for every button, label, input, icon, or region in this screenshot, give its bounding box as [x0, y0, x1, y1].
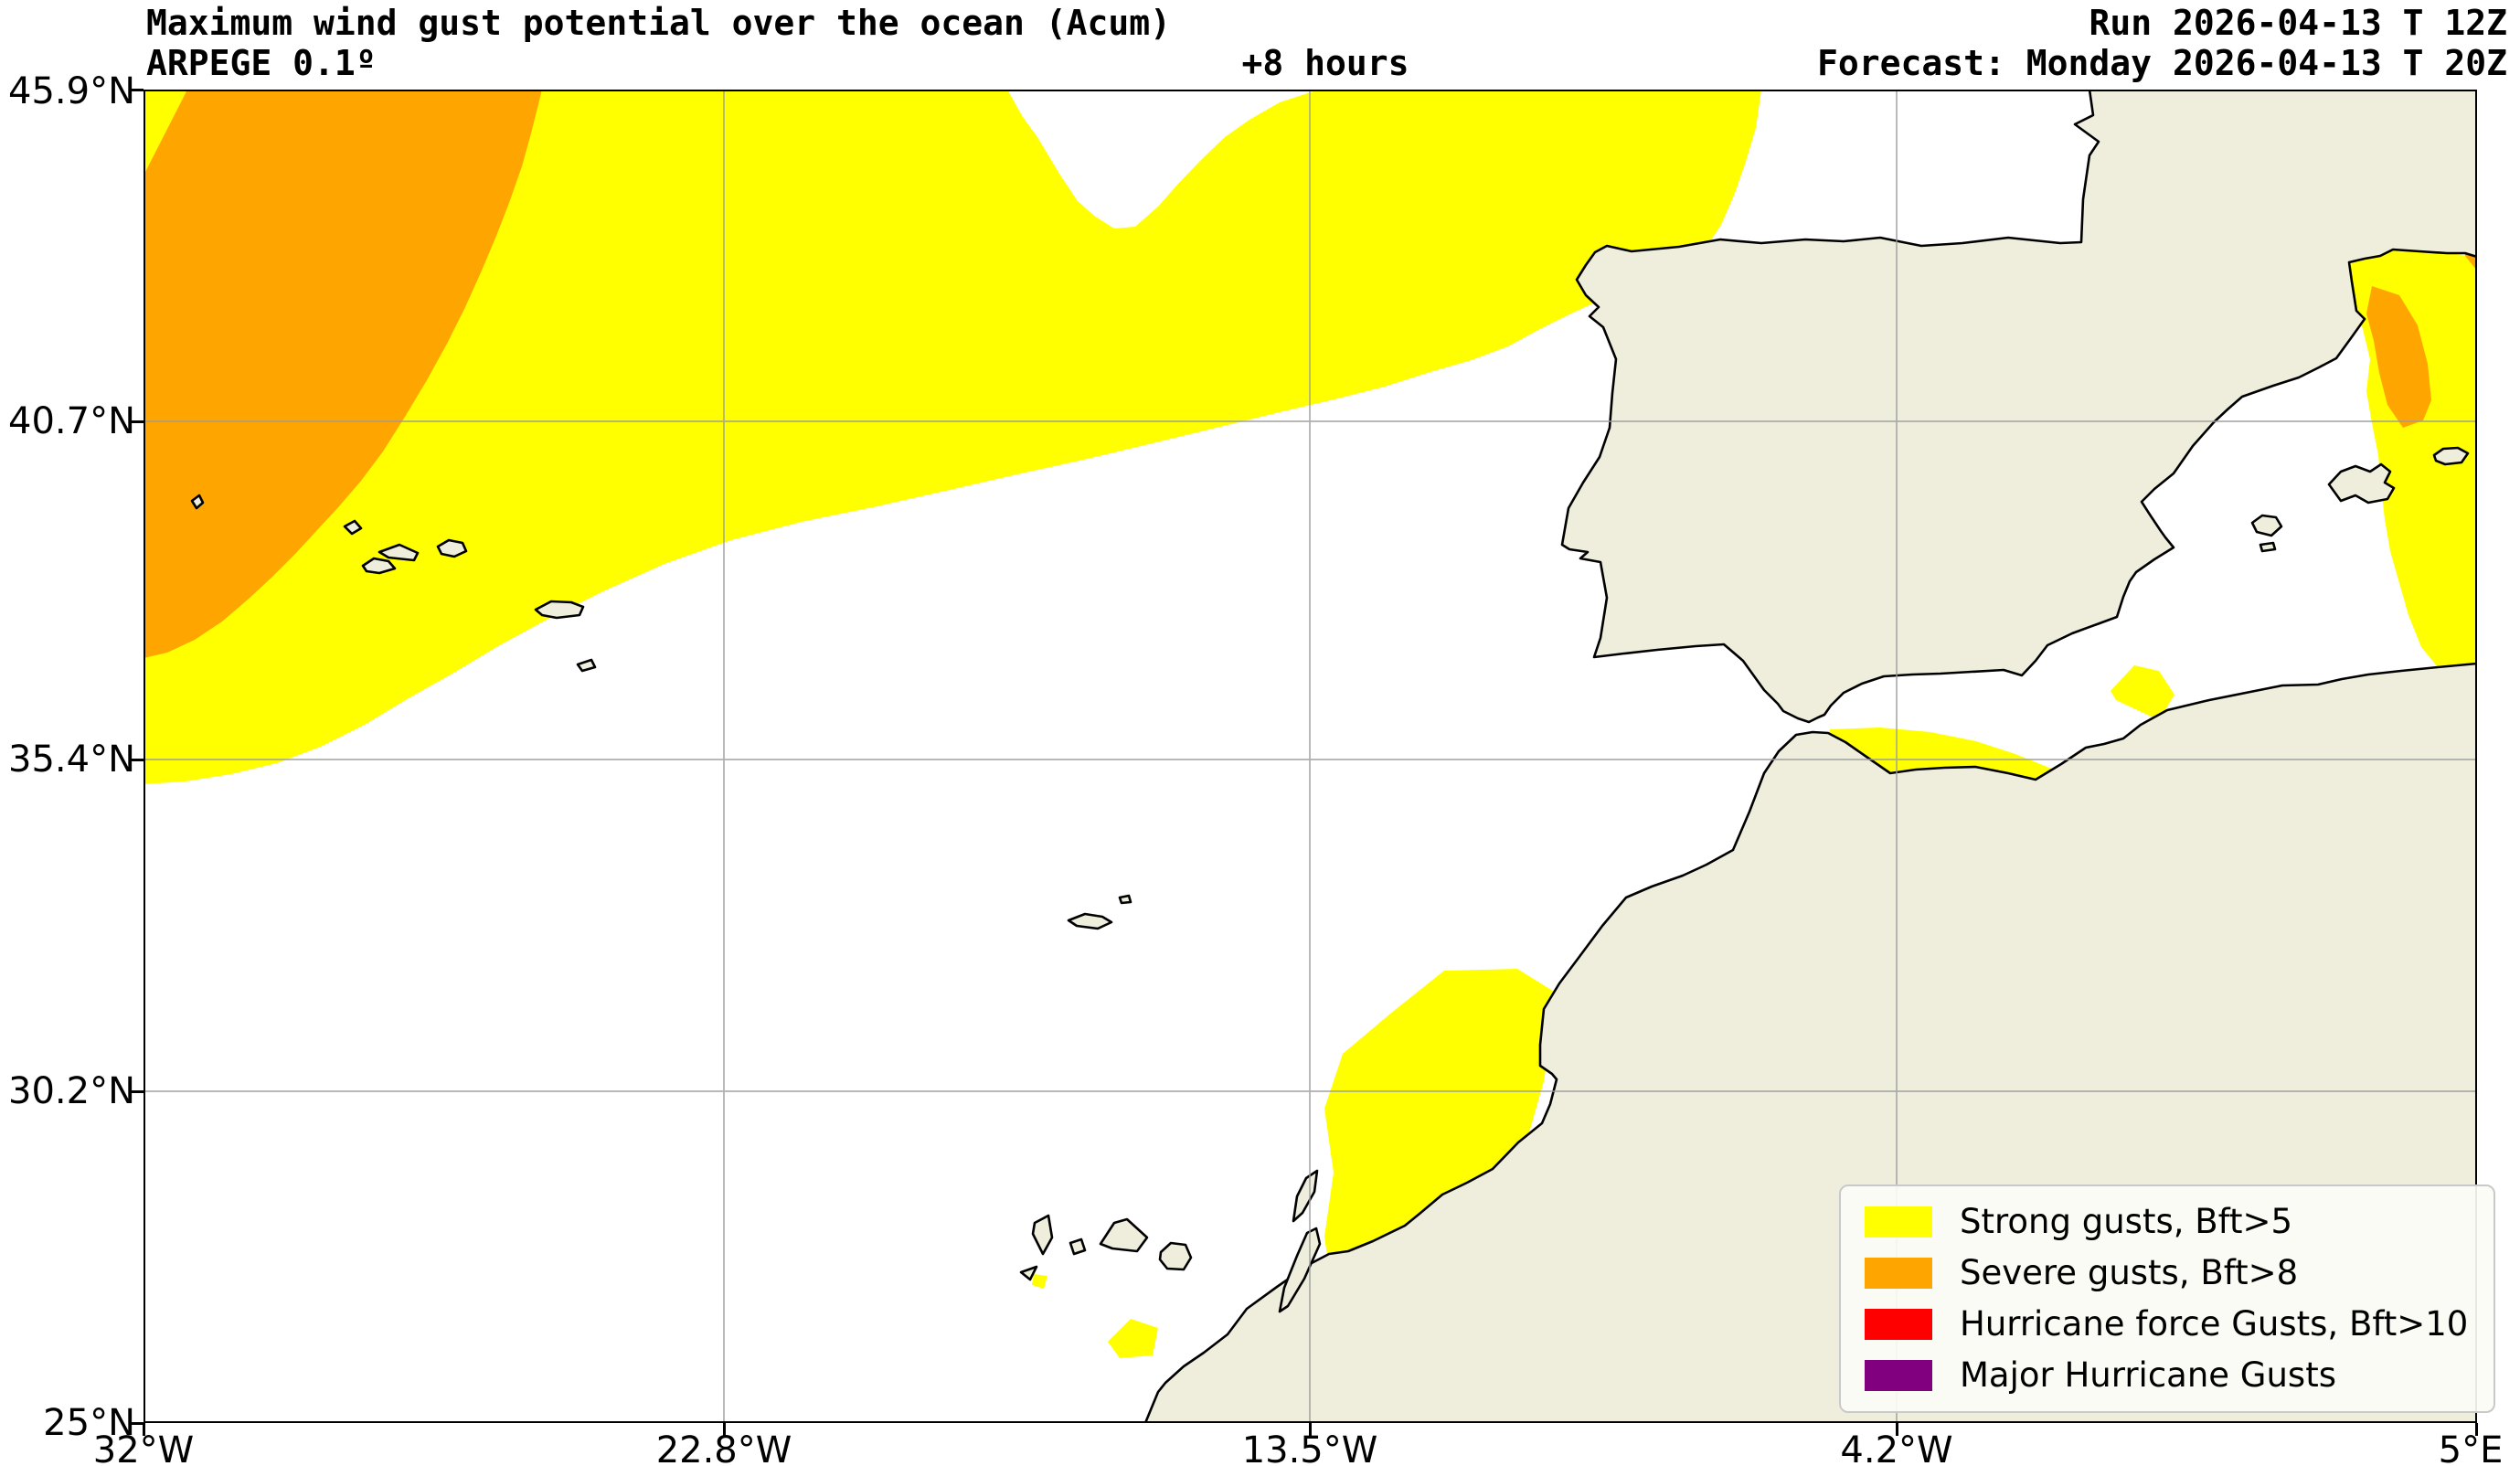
island-la-palma — [1031, 1214, 1054, 1256]
lat-label-35-4n: 35.4°N — [8, 738, 135, 781]
tick-lat-30-2n — [131, 1090, 144, 1093]
island-gran-canaria — [1158, 1241, 1193, 1271]
island-ibiza — [2250, 514, 2283, 537]
tick-lon-5e — [2475, 1423, 2478, 1436]
legend-row-major-hurricane: Major Hurricane Gusts — [1865, 1358, 2493, 1393]
gust-region-strong-canary-west — [1032, 1274, 1047, 1289]
island-santa-maria — [576, 658, 597, 673]
island-pico-faial — [361, 557, 397, 575]
island-lanzarote — [1292, 1169, 1319, 1223]
tick-lat-25n — [131, 1422, 144, 1425]
island-sao-jorge — [377, 543, 420, 562]
island-sao-miguel — [534, 600, 585, 620]
lead-time-label: +8 hours — [1241, 43, 1409, 83]
lon-label-5e: 5°E — [2438, 1429, 2504, 1466]
legend-label-severe: Severe gusts, Bft>8 — [1960, 1253, 2299, 1292]
island-tenerife — [1099, 1217, 1149, 1253]
gust-region-severe-gulf-of-lion — [2366, 286, 2431, 428]
lat-label-30-2n: 30.2°N — [8, 1070, 135, 1112]
legend: Strong gusts, Bft>5 Severe gusts, Bft>8 … — [1839, 1184, 2495, 1413]
gust-region-strong-canary-south — [1108, 1319, 1158, 1358]
legend-label-major-hurricane: Major Hurricane Gusts — [1960, 1355, 2336, 1395]
island-formentera — [2259, 541, 2277, 553]
gust-region-strong-se-spain — [2111, 665, 2174, 720]
legend-swatch-hurricane — [1865, 1309, 1932, 1340]
island-el-hierro — [1019, 1265, 1038, 1281]
island-menorca — [2432, 446, 2470, 466]
forecast-label: Forecast: Monday 2026-04-13 T 20Z — [1817, 43, 2507, 83]
legend-row-hurricane: Hurricane force Gusts, Bft>10 — [1865, 1307, 2493, 1342]
island-graciosa — [343, 519, 363, 536]
gust-region-severe-atlantic — [144, 90, 542, 658]
legend-swatch-strong — [1865, 1206, 1932, 1238]
legend-swatch-major-hurricane — [1865, 1360, 1932, 1391]
lon-label-4-2w: 4.2°W — [1840, 1429, 1953, 1466]
lat-label-45-9n: 45.9°N — [8, 70, 135, 112]
tick-lat-40-7n — [131, 420, 144, 423]
lon-label-22-8w: 22.8°W — [655, 1429, 792, 1466]
page-title: Maximum wind gust potential over the oce… — [146, 3, 1172, 43]
island-la-gomera — [1069, 1238, 1087, 1256]
tick-lat-35-4n — [131, 759, 144, 761]
tick-lon-4-2w — [1896, 1423, 1898, 1436]
land-iberia-france — [1560, 90, 2477, 724]
legend-swatch-severe — [1865, 1258, 1932, 1289]
tick-lon-22-8w — [723, 1423, 726, 1436]
island-madeira — [1067, 912, 1113, 930]
island-corvo — [190, 494, 205, 510]
island-mallorca — [2327, 462, 2396, 505]
legend-row-strong: Strong gusts, Bft>5 — [1865, 1205, 2493, 1239]
island-terceira — [436, 538, 468, 558]
tick-lon-32w — [143, 1423, 145, 1436]
legend-label-hurricane: Hurricane force Gusts, Bft>10 — [1960, 1304, 2469, 1344]
island-porto-santo — [1118, 894, 1132, 905]
tick-lon-13-5w — [1309, 1423, 1312, 1436]
lon-label-32w: 32°W — [92, 1429, 195, 1466]
legend-row-severe: Severe gusts, Bft>8 — [1865, 1256, 2493, 1291]
lon-label-13-5w: 13.5°W — [1241, 1429, 1378, 1466]
tick-lat-45-9n — [131, 89, 144, 91]
lat-label-40-7n: 40.7°N — [8, 400, 135, 442]
run-label: Run 2026-04-13 T 12Z — [2089, 3, 2507, 43]
lat-label-25n: 25°N — [43, 1402, 135, 1444]
graticule — [144, 90, 2477, 1423]
model-label: ARPEGE 0.1º — [146, 43, 377, 83]
legend-label-strong: Strong gusts, Bft>5 — [1960, 1202, 2293, 1241]
